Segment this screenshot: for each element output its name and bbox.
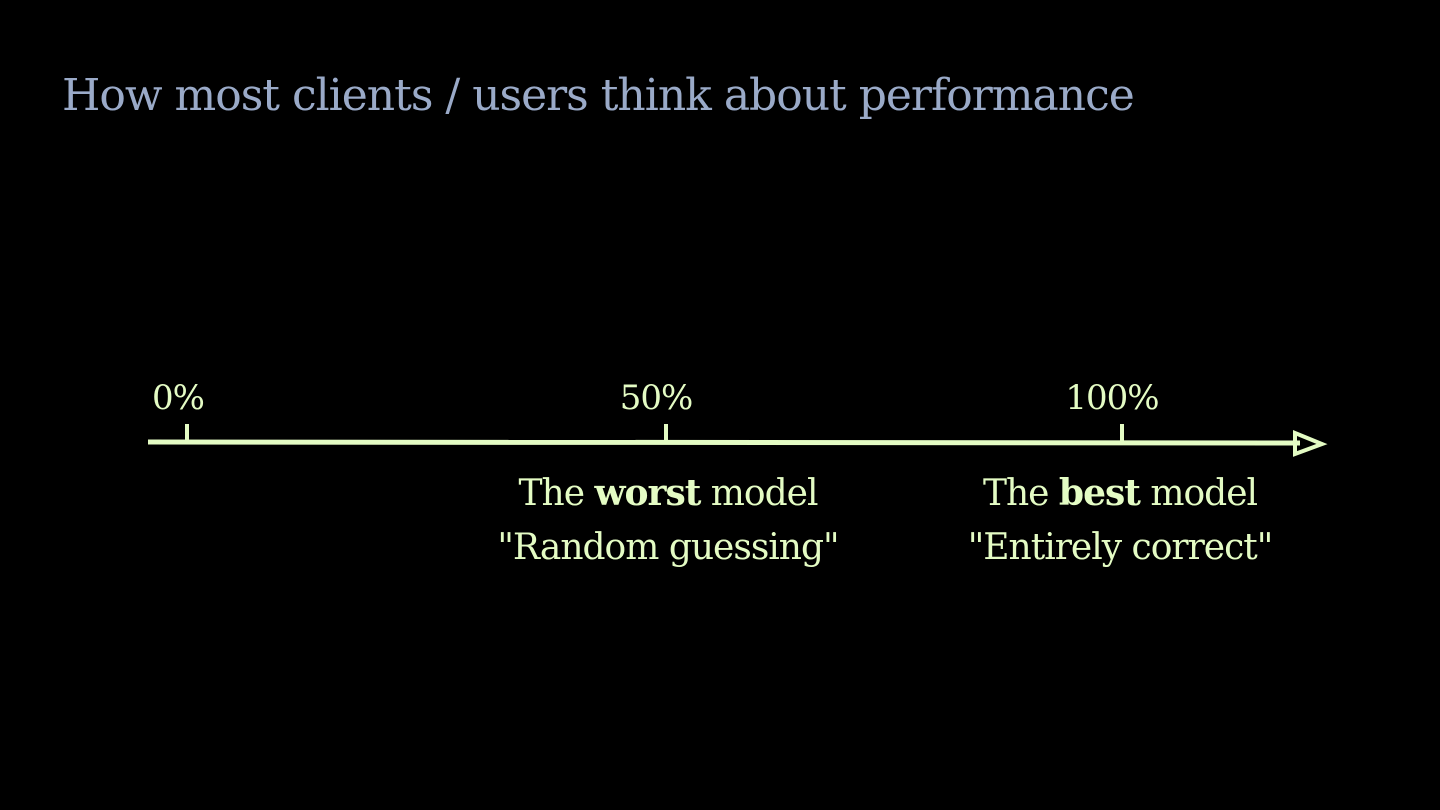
best-model-caption: The best model "Entirely correct" (910, 466, 1330, 575)
tick-label-50: 50% (619, 378, 694, 418)
worst-model-quote: "Random guessing" (497, 527, 839, 568)
worst-model-caption: The worst model "Random guessing" (458, 466, 878, 575)
worst-model-heading: The worst model (518, 472, 819, 514)
slide-title: How most clients / users think about per… (62, 70, 1135, 121)
best-emphasis: best (1058, 472, 1141, 514)
tick-label-100: 100% (1065, 378, 1159, 418)
axis-arrowhead (1293, 430, 1328, 457)
best-model-quote: "Entirely correct" (967, 527, 1274, 568)
worst-emphasis: worst (594, 472, 701, 514)
axis-line (147, 439, 1301, 446)
best-model-heading: The best model (982, 472, 1258, 514)
tick-label-0: 0% (152, 378, 205, 418)
